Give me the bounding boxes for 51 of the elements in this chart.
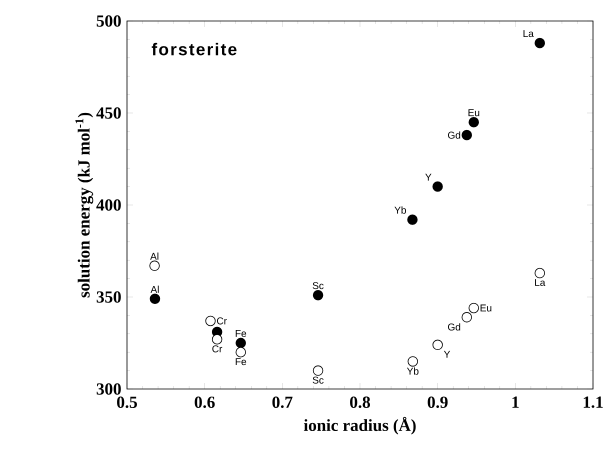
- y-tick-label: 350: [96, 291, 121, 303]
- point: [468, 117, 479, 128]
- point: [462, 130, 472, 140]
- point: [312, 290, 324, 300]
- y-tick-label: 500: [96, 15, 121, 27]
- x-tick-label: 1.1: [584, 396, 603, 408]
- annotation: Y: [425, 174, 432, 181]
- annotation: La: [524, 30, 534, 38]
- annotation: Gd: [448, 323, 460, 331]
- annotation: Sc: [312, 376, 324, 384]
- point: [150, 294, 160, 304]
- annotation: forsterite: [152, 42, 237, 56]
- annotation: Cr: [212, 345, 222, 352]
- y-tick-label: 400: [96, 199, 121, 211]
- annotation: Sc: [312, 282, 324, 290]
- x-tick-label: 0.9: [428, 396, 448, 408]
- annotation: Yb: [394, 206, 406, 214]
- annotation: Gd: [448, 131, 460, 139]
- point: [149, 260, 160, 271]
- annotation: Yb: [406, 367, 418, 375]
- x-tick-label: 0.8: [350, 396, 370, 408]
- point: [236, 338, 246, 348]
- annotation: Al: [150, 252, 158, 260]
- point: [312, 365, 324, 376]
- annotation: Eu: [468, 109, 480, 116]
- point: [462, 312, 472, 322]
- x-axis-title: ionic radius (Å): [304, 416, 416, 434]
- annotation: Eu: [480, 304, 492, 312]
- point: [534, 38, 545, 48]
- annotation: Fe: [236, 358, 246, 366]
- annotation: Al: [150, 286, 159, 293]
- x-tick-label: 1: [512, 396, 519, 408]
- point: [432, 181, 443, 192]
- y-axis-title: solution energy (kJ mol$^{-1}$): [75, 112, 94, 298]
- x-tick-label: 0.5: [117, 396, 137, 408]
- x-tick-label: 0.6: [194, 396, 215, 408]
- point: [432, 340, 443, 350]
- x-tick-label: 0.7: [272, 396, 293, 408]
- point: [205, 316, 216, 326]
- y-tick-label: 450: [96, 107, 121, 119]
- point: [534, 268, 545, 278]
- point: [408, 356, 418, 367]
- annotation: La: [535, 279, 546, 286]
- point: [468, 302, 479, 314]
- point: [407, 214, 418, 225]
- annotation: Fe: [236, 330, 246, 337]
- point: [212, 334, 222, 345]
- point: [236, 347, 246, 358]
- annotation: Cr: [216, 317, 227, 324]
- y-tick-label: 300: [96, 383, 121, 395]
- annotation: Y: [444, 350, 450, 358]
